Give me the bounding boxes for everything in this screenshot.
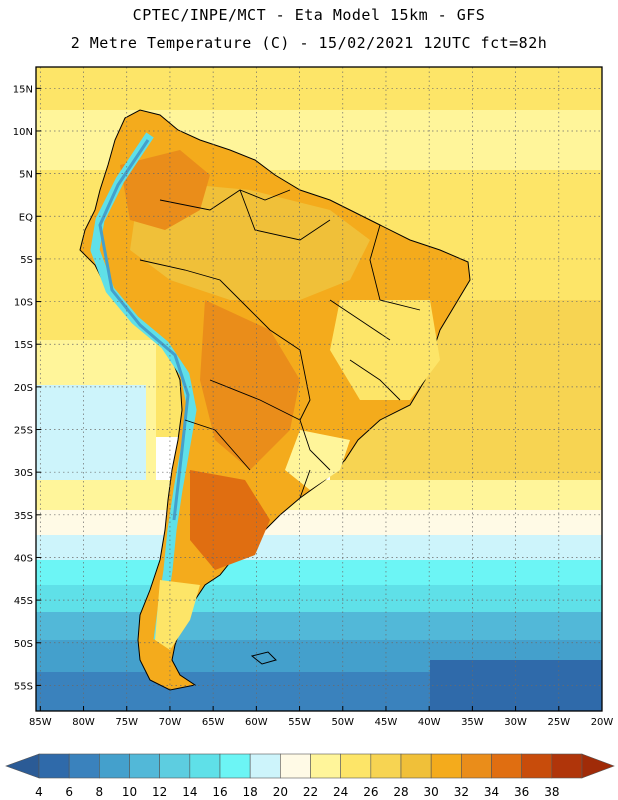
lon-tick-label: 35W [461,717,484,728]
land-region-brazil-south [285,430,350,490]
colorbar-label: 34 [484,785,499,799]
patagonia-cool [155,580,200,650]
lon-tick-label: 40W [418,717,441,728]
colorbar-label: 30 [424,785,439,799]
lat-tick-label: 25S [14,426,33,437]
lon-tick-label: 25W [547,717,570,728]
colorbar-swatch [400,753,432,779]
colorbar-swatch [249,753,281,779]
colorbar-label: 18 [243,785,258,799]
colorbar-label: 28 [393,785,408,799]
colorbar-label: 26 [363,785,378,799]
colorbar-swatch [280,753,311,779]
land-region-brazil-east [330,300,440,400]
colorbar-low-arrow [5,753,40,779]
lon-tick-label: 60W [245,717,268,728]
colorbar-label: 14 [182,785,197,799]
colorbar-high-arrow [581,753,615,779]
grid-lines [36,67,602,711]
map-frame [35,66,603,712]
colorbar-label: 20 [273,785,288,799]
colorbar-swatch [219,753,251,779]
lat-tick-label: 45S [14,596,33,607]
colorbar-swatch [310,753,341,779]
colorbar-swatch [99,753,130,779]
lon-tick-label: 75W [115,717,138,728]
colorbar-label: 36 [514,785,529,799]
colorbar-label: 32 [454,785,469,799]
colorbar-label: 24 [333,785,348,799]
colorbar-swatch [370,753,402,779]
colorbar-label: 6 [65,785,73,799]
lon-tick-label: 30W [504,717,527,728]
colorbar-label: 4 [35,785,43,799]
colorbar-swatch [68,753,100,779]
colorbar-swatch [491,753,522,779]
colorbar: 4 6 8 10 12 14 16 18 20 22 24 26 28 30 32 34 36 38 [5,753,615,799]
colorbar-label: 12 [152,785,167,799]
lon-tick-label: 85W [29,717,52,728]
falkland-islands [250,651,277,665]
colorbar-swatch [159,753,191,779]
title-line-2: 2 Metre Temperature (C) - 15/02/2021 12U… [70,34,548,52]
lon-tick-label: 20W [591,717,614,728]
colorbar-label: 16 [212,785,227,799]
colorbar-label: 10 [122,785,137,799]
land-region-hot-south [190,470,270,570]
latitude-ticks: 15N 10N 5N EQ 5S 10S 15S 20S 25S 30S 35S 40S 45S 50S 5… [13,84,41,692]
lon-tick-label: 65W [202,717,225,728]
lon-tick-label: 50W [331,717,354,728]
lat-tick-label: 10S [14,298,33,309]
lat-tick-label: 30S [14,468,33,479]
lat-tick-label: 20S [14,383,33,394]
lon-tick-label: 55W [288,717,311,728]
country-borders [139,189,421,499]
lat-tick-label: 5S [20,255,33,266]
colorbar-label: 22 [303,785,318,799]
colorbar-label: 38 [544,785,559,799]
andes-cold-core [98,139,190,521]
colorbar-swatch [461,753,492,779]
colorbar-swatch [521,753,553,779]
colorbar-swatch [430,753,462,779]
land-region-hot-north [120,150,210,230]
colorbar-label: 8 [96,785,104,799]
lon-tick-label: 80W [72,717,95,728]
lon-tick-label: 45W [375,717,398,728]
lat-tick-label: 15S [14,340,33,351]
lat-tick-label: 5N [19,170,33,181]
title-line-1: CPTEC/INPE/MCT - Eta Model 15km - GFS [132,6,486,24]
colorbar-swatch [38,753,70,779]
lat-tick-label: 50S [14,639,33,650]
longitude-ticks: 85W 80W 75W 70W 65W 60W 55W 50W 45W 40W 35W 30W 25W 2… [29,706,613,728]
lat-tick-label: EQ [19,212,33,223]
lat-tick-label: 40S [14,553,33,564]
lat-tick-label: 35S [14,511,33,522]
colorbar-swatch [189,753,221,779]
colorbar-swatch [551,753,583,779]
lon-tick-label: 70W [159,717,182,728]
lat-tick-label: 15N [13,84,33,95]
land-region-hot-central [200,300,300,470]
ocean-band-atlantic-cold [430,660,602,711]
ocean-band-south-3 [36,585,602,615]
colorbar-swatch [340,753,372,779]
lat-tick-label: 10N [13,127,33,138]
ocean-band-pacific-cold [36,385,146,495]
ocean-band-south-4 [36,612,602,642]
colorbar-swatch [129,753,160,779]
lat-tick-label: 55S [14,681,33,692]
andes-cold-ridge [90,132,197,641]
